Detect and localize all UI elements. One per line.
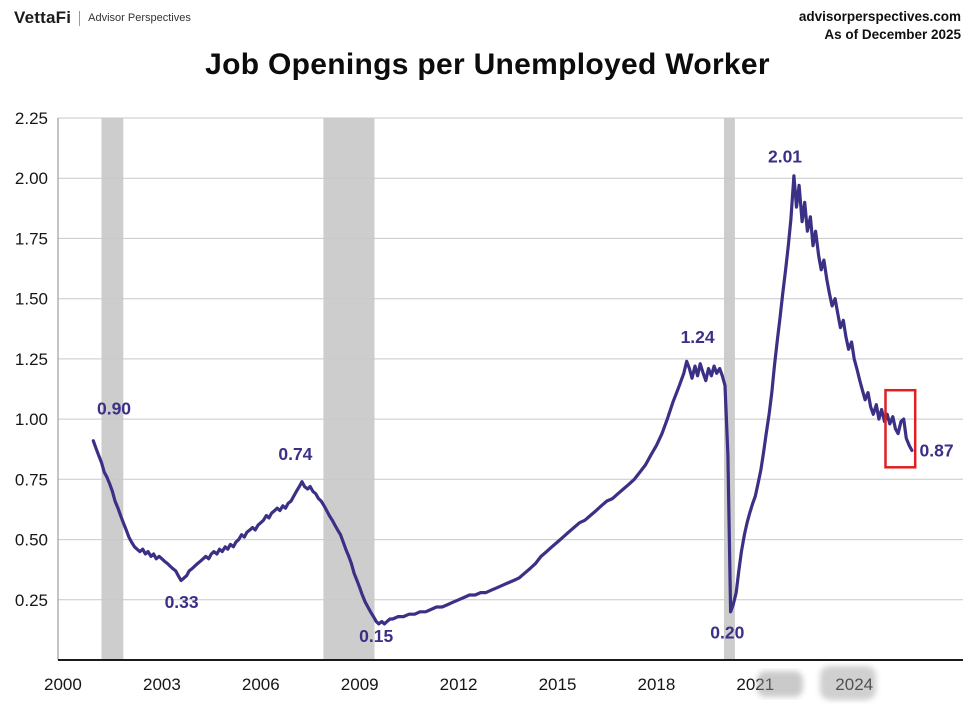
series-line	[91, 174, 914, 626]
y-tick-label: 0.25	[15, 591, 48, 610]
y-tick-label: 1.00	[15, 410, 48, 429]
brand-divider	[79, 10, 81, 26]
y-tick-label: 1.75	[15, 229, 48, 248]
annotation-0.87: 0.87	[920, 440, 954, 460]
annotation-0.74: 0.74	[278, 444, 312, 464]
as-of-date: As of December 2025	[824, 26, 961, 42]
brand-subtitle: Advisor Perspectives	[88, 12, 191, 24]
annotation-0.15: 0.15	[359, 626, 393, 646]
vettafi-logo: VettaFi	[14, 8, 72, 27]
highlight-box	[884, 388, 917, 469]
source-info: advisorperspectives.com As of December 2…	[799, 8, 961, 43]
annotation-2.01: 2.01	[768, 147, 802, 167]
x-tick-label: 2006	[242, 675, 280, 694]
y-tick-label: 2.25	[15, 109, 48, 128]
recession-band	[724, 118, 735, 660]
x-tick-label: 2009	[341, 675, 379, 694]
x-tick-label: 2018	[637, 675, 675, 694]
annotation-0.90: 0.90	[97, 398, 131, 418]
header: VettaFi Advisor Perspectives advisorpers…	[14, 8, 961, 43]
y-tick-label: 0.50	[15, 531, 48, 550]
chart-title: Job Openings per Unemployed Worker	[205, 48, 770, 81]
recession-band	[323, 118, 375, 660]
y-tick-label: 0.75	[15, 470, 48, 489]
annotation-1.24: 1.24	[681, 327, 715, 347]
y-tick-label: 1.50	[15, 290, 48, 309]
x-tick-label: 2015	[539, 675, 577, 694]
x-tick-label: 2012	[440, 675, 478, 694]
y-tick-label: 1.25	[15, 350, 48, 369]
x-tick-label: 2003	[143, 675, 181, 694]
source-site: advisorperspectives.com	[798, 9, 961, 24]
brand: VettaFi Advisor Perspectives	[14, 8, 191, 28]
recession-band	[101, 118, 124, 660]
x-tick-label: 2000	[44, 675, 82, 694]
y-tick-label: 2.00	[15, 169, 48, 188]
annotation-0.33: 0.33	[165, 592, 199, 612]
watermark-smudge	[757, 671, 803, 697]
annotation-0.20: 0.20	[710, 622, 744, 642]
watermark-smudge	[820, 666, 876, 700]
